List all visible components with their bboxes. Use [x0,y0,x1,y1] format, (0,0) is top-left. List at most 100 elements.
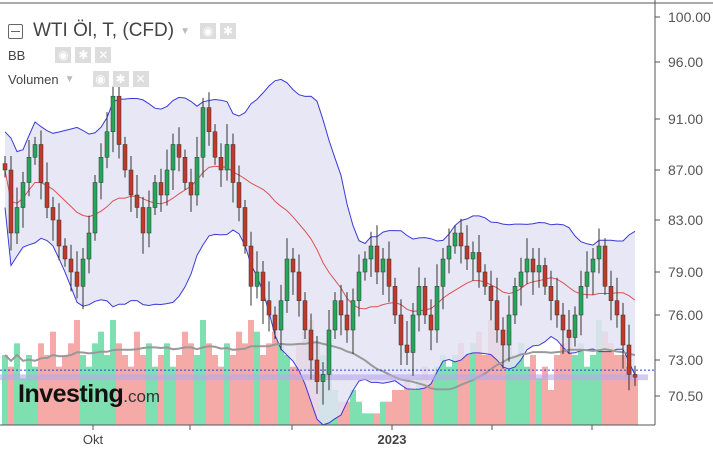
y-tick-label: 100.00 [668,9,711,25]
y-axis[interactable]: 100.00 96.00 91.00 87.00 83.00 79.00 76.00 73.0… [655,9,711,404]
candle [14,187,20,245]
bollinger-upper-band [4,78,636,246]
x-axis[interactable]: Okt 2023 [83,425,593,447]
volume-bar [434,366,440,425]
candle [182,149,188,190]
candle [260,260,266,324]
volume-bar [554,355,560,425]
volume-bar [296,343,302,425]
candle [80,247,86,310]
volume-bar [446,366,452,425]
volume-bar [374,413,380,425]
candle [524,238,530,285]
candle [422,277,428,324]
volume-bar [626,366,632,425]
volume-bar [344,401,350,425]
gear-icon[interactable]: ✱ [75,47,92,63]
candle [494,277,500,343]
volume-bar [524,366,530,425]
volume-bar [158,355,164,425]
candle [224,124,230,181]
eye-icon[interactable]: ◉ [92,71,109,87]
volume-bar [614,355,620,425]
volume-bar [368,413,374,425]
volume-bar [482,355,488,425]
candle [590,247,596,295]
candle [560,302,566,354]
eye-icon[interactable]: ◉ [199,23,216,39]
candle [302,292,308,339]
volume-bar [194,355,200,425]
gear-icon[interactable]: ✱ [219,23,236,39]
gear-icon[interactable]: ✱ [112,71,129,87]
candle [200,97,206,178]
volume-bar [608,343,614,425]
candle [278,284,284,351]
volume-bar [488,320,494,425]
candle [164,149,170,206]
candle [206,92,212,146]
volume-bar [392,390,398,425]
candle [374,225,380,285]
bb-legend: BB ◉ ✱ ✕ [8,47,112,63]
volume-bar [218,366,224,425]
bb-label: BB [8,47,26,63]
volume-bar [416,378,422,425]
y-tick-label: 79.00 [668,264,703,280]
candle [86,215,92,274]
candle [104,112,110,169]
chevron-down-icon[interactable]: ▼ [64,73,75,85]
candle [212,124,218,165]
candle [476,234,482,288]
candle [326,309,332,391]
candle [596,228,602,274]
candle [440,247,446,310]
volume-bar [8,366,14,425]
candle [536,247,542,288]
volume-bar [518,343,524,425]
volume-bar [224,343,230,425]
volume-bar [152,366,158,425]
candle [380,247,386,295]
candle [314,336,320,394]
volume-bar [632,378,638,425]
candle [608,270,614,321]
close-icon[interactable]: ✕ [95,47,112,63]
candle [134,175,140,219]
volume-bar [572,355,578,425]
y-tick-label: 83.00 [668,212,703,228]
collapse-icon[interactable] [8,23,23,39]
candle [506,295,512,362]
candle [44,162,50,219]
x-tick-label: Okt [83,432,104,447]
candle [584,251,590,299]
candle [218,143,224,187]
candle [542,257,548,295]
volume-bar [38,343,44,425]
chevron-down-icon[interactable]: ▼ [180,25,190,37]
x-tick-label: 2023 [378,432,407,447]
candle [512,277,518,324]
volume-bar [242,343,248,425]
close-icon[interactable]: ✕ [132,71,149,87]
volume-bar [188,343,194,425]
candle [122,136,128,178]
candle [632,365,638,386]
candle [470,241,476,281]
volume-bar [590,355,596,425]
eye-icon[interactable]: ◉ [55,47,72,63]
candle [110,86,116,153]
candle [620,302,626,369]
candle [416,267,422,332]
candle [368,231,374,278]
y-tick-label: 70.50 [668,388,703,404]
volume-bar [584,366,590,425]
candle [98,143,104,200]
instrument-title[interactable]: WTI Öl, T, (CFD) [33,20,175,41]
volume-bar [410,390,416,425]
volume-bar [362,413,368,425]
volume-bar [110,320,116,425]
volume-bar [422,366,428,425]
candle [500,317,506,369]
